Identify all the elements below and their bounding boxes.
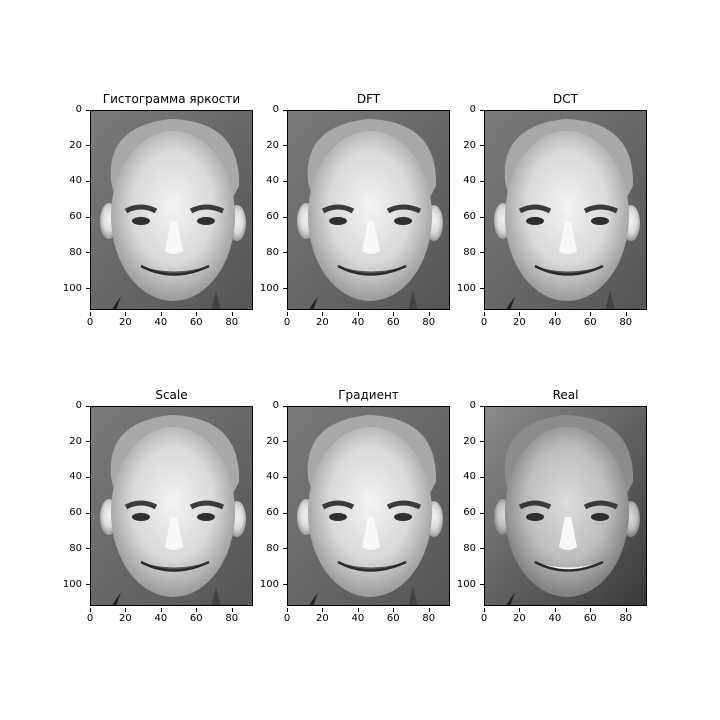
panel-title: DFT [356,92,381,106]
panel-title: Real [552,388,579,402]
y-tick-label: 20 [249,436,287,447]
x-tick-label: 80 [417,312,441,328]
x-tick-label: 40 [543,312,567,328]
x-tick-label: 80 [614,608,638,624]
image-panel: DCT 0 20 40 60 80 100 0 20 40 60 80 [457,92,647,328]
x-tick-label: 40 [346,608,370,624]
image-panel: Real 0 20 40 60 80 100 0 20 40 60 80 [457,388,647,624]
x-tick-label: 0 [472,608,496,624]
x-tick-label: 40 [149,608,173,624]
x-tick-label: 0 [472,312,496,328]
x-tick-label: 20 [113,312,137,328]
y-tick-label: 0 [446,104,484,115]
x-tick-label: 60 [381,608,405,624]
y-tick-label: 20 [52,140,90,151]
x-tick-label: 0 [275,608,299,624]
y-tick-label: 80 [446,543,484,554]
y-tick-label: 60 [446,507,484,518]
y-tick-label: 80 [52,543,90,554]
face-image [90,406,253,606]
x-tick-label: 60 [184,608,208,624]
x-tick-label: 40 [346,312,370,328]
y-tick-label: 0 [52,104,90,115]
x-tick-label: 80 [220,608,244,624]
x-tick-label: 80 [220,312,244,328]
y-tick-label: 0 [52,400,90,411]
x-tick-label: 20 [507,608,531,624]
x-tick-label: 60 [578,608,602,624]
y-tick-label: 60 [446,211,484,222]
y-tick-label: 0 [446,400,484,411]
x-tick-label: 20 [310,608,334,624]
x-tick-label: 80 [417,608,441,624]
y-tick-label: 60 [52,211,90,222]
y-tick-label: 80 [52,247,90,258]
y-tick-label: 20 [52,436,90,447]
y-tick-label: 60 [52,507,90,518]
y-tick-label: 40 [52,175,90,186]
y-tick-label: 40 [249,175,287,186]
x-tick-label: 40 [543,608,567,624]
x-tick-label: 0 [78,312,102,328]
image-panel: DFT 0 20 40 60 80 100 0 20 40 60 80 [260,92,450,328]
y-tick-label: 40 [52,471,90,482]
image-panel: Scale 0 20 40 60 80 100 0 20 40 60 80 [63,388,253,624]
x-tick-label: 60 [578,312,602,328]
y-tick-label: 100 [52,579,90,590]
y-tick-label: 20 [446,140,484,151]
face-image [287,110,450,310]
y-tick-label: 100 [249,283,287,294]
panel-title: DCT [553,92,578,106]
y-tick-label: 40 [249,471,287,482]
y-tick-label: 80 [249,247,287,258]
x-tick-label: 80 [614,312,638,328]
y-tick-label: 100 [446,579,484,590]
y-tick-label: 20 [446,436,484,447]
y-tick-label: 80 [249,543,287,554]
face-image [484,110,647,310]
y-tick-label: 40 [446,175,484,186]
face-image [287,406,450,606]
image-panel: Градиент 0 20 40 60 80 100 0 20 40 60 80 [260,388,450,624]
x-tick-label: 60 [381,312,405,328]
y-tick-label: 60 [249,211,287,222]
panel-title: Scale [155,388,188,402]
face-image [484,406,647,606]
x-tick-label: 60 [184,312,208,328]
face-image [90,110,253,310]
y-tick-label: 80 [446,247,484,258]
x-tick-label: 0 [78,608,102,624]
y-tick-label: 60 [249,507,287,518]
panel-title: Градиент [338,388,399,402]
y-tick-label: 100 [446,283,484,294]
y-tick-label: 100 [249,579,287,590]
y-tick-label: 100 [52,283,90,294]
y-tick-label: 40 [446,471,484,482]
image-panel: Гистограмма яркости 0 20 40 60 80 100 0 20 40 60 8… [63,92,253,328]
x-tick-label: 40 [149,312,173,328]
x-tick-label: 20 [507,312,531,328]
y-tick-label: 0 [249,104,287,115]
x-tick-label: 20 [113,608,137,624]
panel-title: Гистограмма яркости [102,92,241,106]
y-tick-label: 20 [249,140,287,151]
y-tick-label: 0 [249,400,287,411]
x-tick-label: 0 [275,312,299,328]
x-tick-label: 20 [310,312,334,328]
